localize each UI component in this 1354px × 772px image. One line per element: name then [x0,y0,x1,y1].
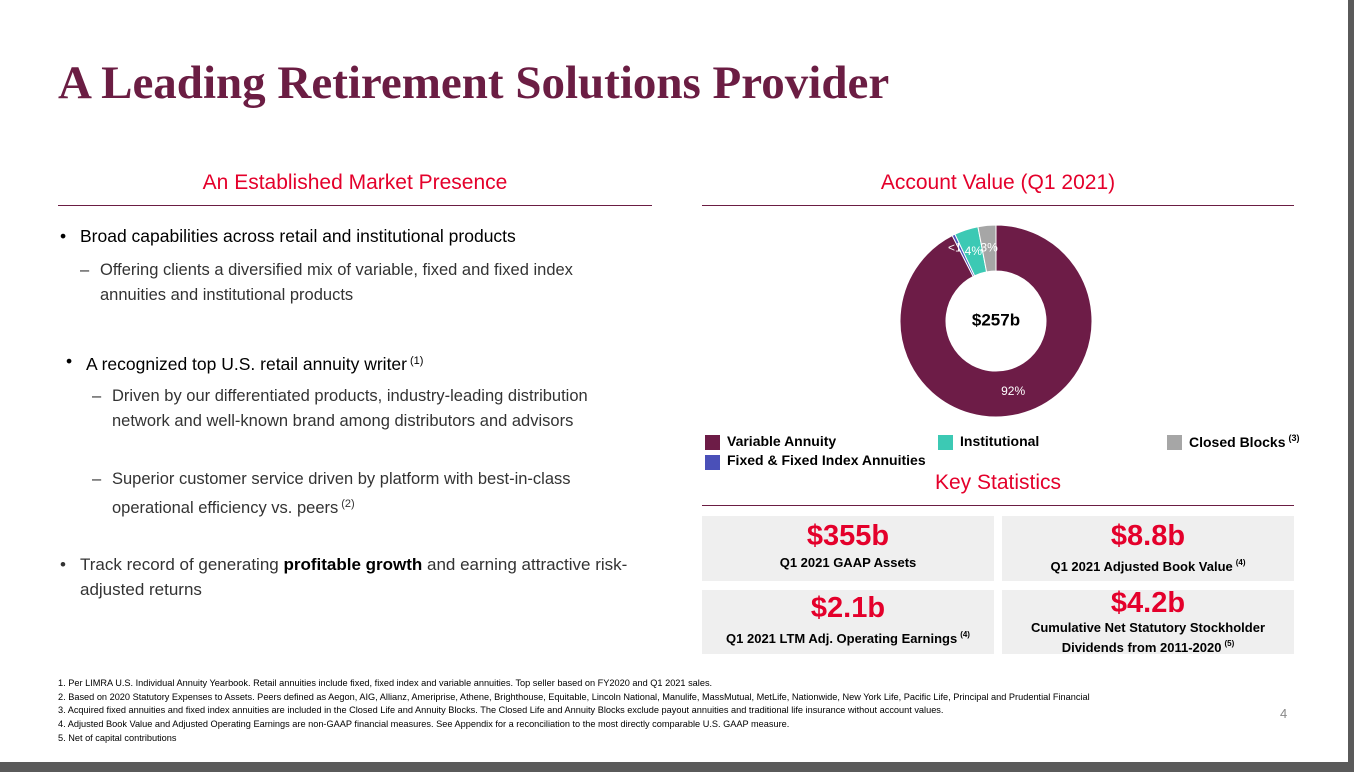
footnote-ref: (1) [410,355,424,367]
legend-swatch [705,455,720,470]
bullet-text: Offering clients a diversified mix of va… [100,261,573,304]
donut-segment [977,224,997,273]
stat-label-text: Q1 2021 LTM Adj. Operating Earnings [726,631,958,646]
divider [58,205,652,206]
data-label: 92% [1001,384,1025,398]
legend-label: Closed Blocks (3) [1189,433,1299,450]
legend-label: Fixed & Fixed Index Annuities [727,452,926,468]
divider [702,505,1294,506]
footnote-ref: (4) [960,630,970,639]
stat-value: $8.8b [1110,520,1186,552]
center-label: $257b [972,310,1020,329]
stat-box: $4.2b Cumulative Net Statutory Stockhold… [1002,587,1294,656]
bullet: Track record of generating profitable gr… [60,552,650,602]
data-label: 3% [980,240,998,254]
footnote: 1. Per LIMRA U.S. Individual Annuity Yea… [58,678,713,688]
chart-title: Account Value (Q1 2021) [880,171,1116,194]
stat-label: Q1 2021 GAAP Assets [779,555,917,570]
sub-bullet: Superior customer service driven by plat… [92,467,612,521]
stat-value: $4.2b [1110,587,1186,619]
sub-bullet: Offering clients a diversified mix of va… [80,258,630,308]
bullet-text: Broad capabilities across retail and ins… [80,226,516,246]
section-heading: Key Statistics [934,471,1062,494]
sub-bullet: Driven by our differentiated products, i… [92,384,632,434]
legend-label: Variable Annuity [727,433,837,449]
legend-label: Institutional [960,433,1040,449]
bullet: Broad capabilities across retail and ins… [60,224,650,249]
stat-box: $355b Q1 2021 GAAP Assets [702,516,994,581]
donut-segment [899,224,1093,418]
footnote-ref: (3) [1288,433,1300,443]
footnote: 4. Adjusted Book Value and Adjusted Oper… [58,719,790,730]
bullet-emphasis: profitable growth [283,555,423,574]
stat-label: Q1 2021 LTM Adj. Operating Earnings (4) [702,627,994,647]
stat-value: $2.1b [810,592,886,624]
stat-label: Q1 2021 Adjusted Book Value (4) [1002,555,1294,575]
footnote-ref: (2) [341,498,355,510]
footnotes: 1. Per LIMRA U.S. Individual Annuity Yea… [58,677,1090,746]
legend-swatch [938,435,953,450]
footnote: 5. Net of capital contributions [58,732,177,743]
footnote: 3. Acquired fixed annuities and fixed in… [58,705,944,716]
stat-box: $8.8b Q1 2021 Adjusted Book Value (4) [1002,516,1294,581]
bullet-text: Superior customer service driven by plat… [112,470,571,517]
slide-title: A Leading Retirement Solutions Provider [58,57,890,109]
bullet-text: A recognized top U.S. retail annuity wri… [86,354,407,374]
donut-chart: 92%<1%4%3%$257b [899,224,1093,418]
stat-label-text: Q1 2021 Adjusted Book Value [1050,559,1233,574]
data-label: 4% [965,244,983,258]
footnote-ref: (4) [1235,558,1246,567]
bullet: A recognized top U.S. retail annuity wri… [66,349,656,377]
bullet-text: Driven by our differentiated products, i… [112,387,588,430]
bullet-text: and earning attractive risk-adjusted ret… [80,555,628,599]
stat-label-text: Cumulative Net Statutory Stockholder Div… [1030,620,1266,655]
page-number: 4 [1280,706,1288,721]
footnote-ref: (5) [1224,639,1235,648]
bullet-text: Track record of generating [80,555,284,574]
stat-box: $2.1b Q1 2021 LTM Adj. Operating Earning… [702,590,994,654]
legend-swatch [705,435,720,450]
legend-text: Closed Blocks [1189,434,1286,450]
divider [702,205,1294,206]
footnote: 2. Based on 2020 Statutory Expenses to A… [58,691,1090,702]
stat-value: $355b [806,520,890,552]
legend-swatch [1167,435,1182,450]
section-heading: An Established Market Presence [202,171,508,194]
stat-label: Cumulative Net Statutory Stockholder Div… [1002,620,1294,656]
